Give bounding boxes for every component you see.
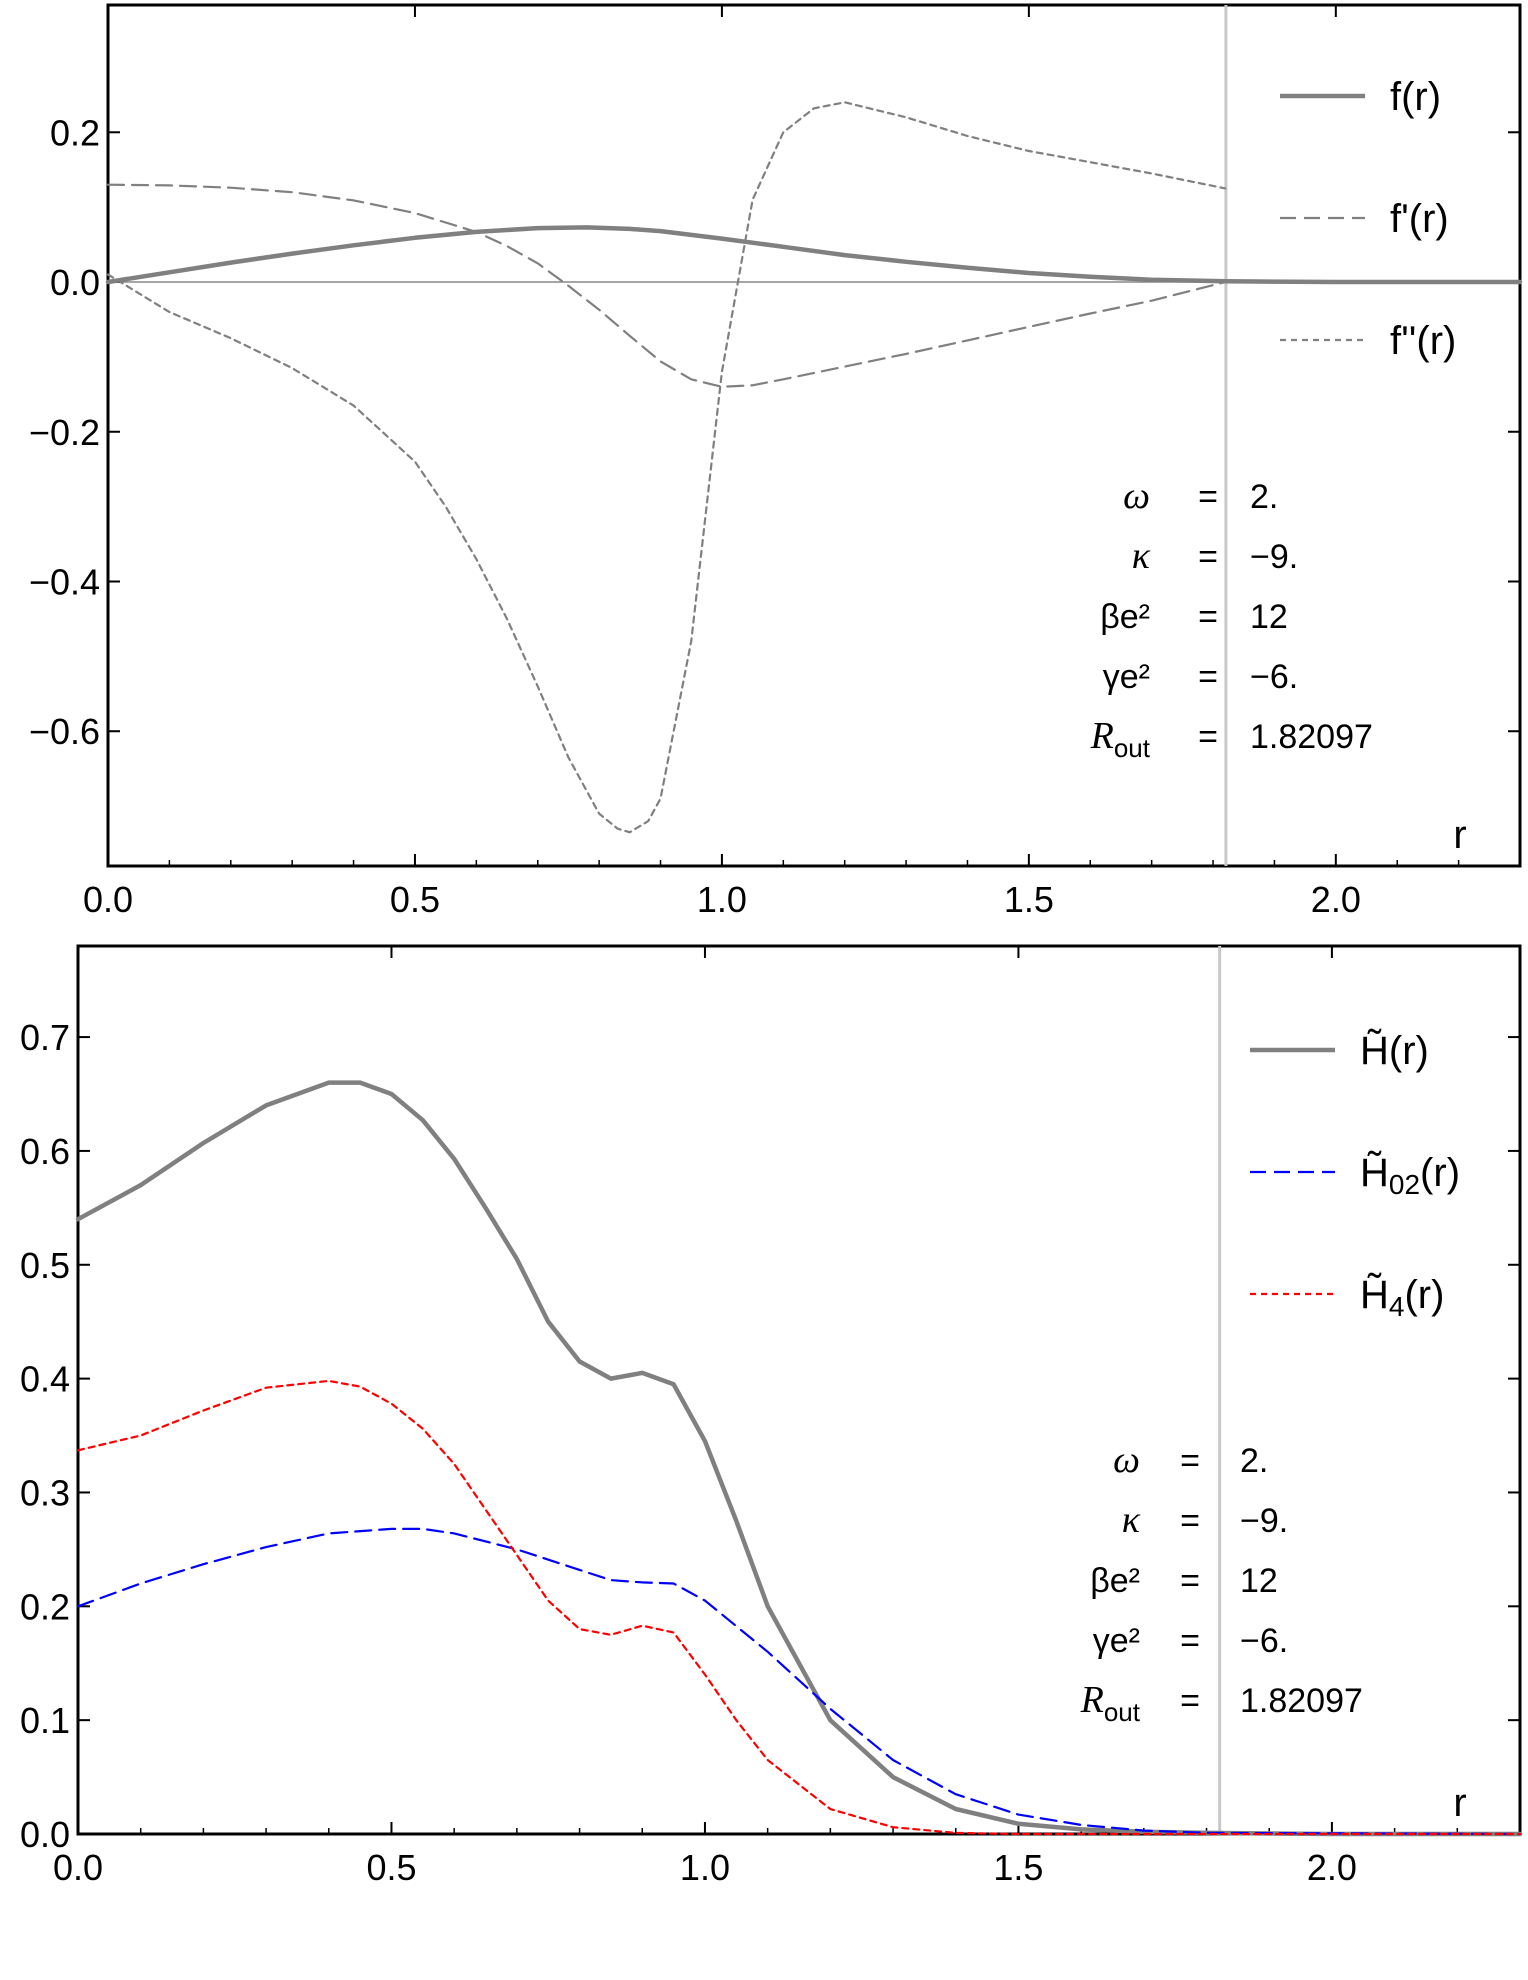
param-symbol-3: γe² [1093,1622,1140,1660]
y-tick-label: 0.5 [20,1245,70,1286]
param-symbol-4: Rout [1090,715,1151,763]
series-line-0 [105,225,1523,285]
y-tick-label: 0.6 [20,1131,70,1172]
param-value-1: −9. [1240,1502,1288,1540]
chart-bottom: 0.0 0.5 1.0 1.5 2.0 0.0 0.1 0.2 0.3 0.4 0.5 0.6 0.7 H… [20,944,1523,1888]
chart-top: 0.0 0.5 1.0 1.5 2.0 −0.6 −0.4 −0.2 0.0 0.2 f(r) f'(… [29,3,1523,920]
param-equals-0: = [1180,1442,1200,1480]
param-symbol-2: βe² [1090,1562,1140,1600]
param-symbol-1: κ [1132,535,1151,577]
x-axis-label: r [1453,1781,1466,1825]
param-symbol-3: γe² [1103,658,1150,696]
legend-label-0: H̃(r) [1360,1028,1429,1073]
y-tick-label: 0.2 [20,1586,70,1627]
param-symbol-0: ω [1113,1439,1140,1481]
y-tick-label: −0.4 [29,561,100,602]
param-value-4: 1.82097 [1250,718,1373,756]
param-equals-3: = [1198,658,1218,696]
param-symbol-2: βe² [1100,598,1150,636]
y-tick-label: 0.2 [50,112,100,153]
param-equals-1: = [1180,1502,1200,1540]
param-equals-2: = [1180,1562,1200,1600]
series-line-2 [76,1379,1522,1836]
param-equals-4: = [1180,1682,1200,1720]
param-value-2: 12 [1250,598,1288,636]
y-tick-label: 0.1 [20,1700,70,1741]
plot-frame [76,944,1522,1836]
param-symbol-0: ω [1123,475,1150,517]
y-tick-label: 0.7 [20,1017,70,1058]
param-equals-3: = [1180,1622,1200,1660]
x-tick-label: 1.5 [1004,879,1054,920]
x-tick-label: 2.0 [1307,1847,1357,1888]
x-tick-label: 0.0 [83,879,133,920]
y-tick-label: 0.0 [50,262,100,303]
x-tick-label: 2.0 [1311,879,1361,920]
param-value-2: 12 [1240,1562,1278,1600]
legend-label-1: H̃02(r) [1360,1150,1460,1200]
y-tick-label: 0.0 [20,1814,70,1855]
x-tick-label: 1.0 [680,1847,730,1888]
series-line-2 [106,101,1227,834]
series-line-0 [75,1080,1523,1837]
param-equals-4: = [1198,718,1218,756]
param-equals-0: = [1198,478,1218,516]
y-tick-label: 0.3 [20,1472,70,1513]
param-symbol-1: κ [1122,1499,1141,1541]
y-tick-label: −0.2 [29,412,100,453]
x-tick-label: 0.5 [366,1847,416,1888]
y-tick-label: 0.4 [20,1359,70,1400]
y-tick-label: −0.6 [29,711,100,752]
param-symbol-4: Rout [1080,1679,1141,1727]
param-value-1: −9. [1250,538,1298,576]
series-line-1 [106,183,1227,388]
param-equals-1: = [1198,538,1218,576]
param-value-0: 2. [1240,1442,1268,1480]
legend-label-1: f'(r) [1390,197,1449,241]
param-equals-2: = [1198,598,1218,636]
param-value-3: −6. [1250,658,1298,696]
series-line-1 [76,1527,1522,1836]
x-tick-label: 0.0 [53,1847,103,1888]
legend-label-2: H̃4(r) [1360,1272,1444,1322]
legend-label-2: f''(r) [1390,319,1456,363]
x-tick-label: 1.5 [993,1847,1043,1888]
x-tick-label: 1.0 [697,879,747,920]
x-axis-label: r [1453,813,1466,857]
param-value-0: 2. [1250,478,1278,516]
param-value-4: 1.82097 [1240,1682,1363,1720]
legend-label-0: f(r) [1390,75,1441,119]
param-value-3: −6. [1240,1622,1288,1660]
plot-frame [106,3,1522,868]
x-tick-label: 0.5 [390,879,440,920]
